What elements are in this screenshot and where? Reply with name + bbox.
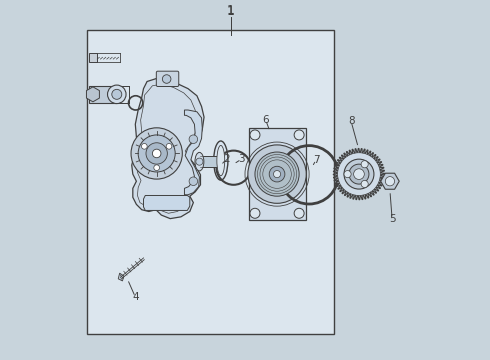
Polygon shape (184, 110, 202, 195)
Circle shape (361, 180, 368, 188)
Circle shape (294, 130, 304, 140)
Text: 3: 3 (238, 154, 245, 164)
Circle shape (112, 89, 122, 99)
FancyBboxPatch shape (89, 86, 116, 103)
Circle shape (338, 153, 380, 195)
Circle shape (344, 159, 374, 189)
Text: 1: 1 (227, 5, 235, 18)
Text: 7: 7 (313, 155, 319, 165)
Circle shape (154, 165, 160, 171)
Circle shape (361, 161, 368, 168)
Circle shape (269, 166, 285, 182)
Circle shape (107, 85, 126, 104)
Polygon shape (333, 148, 385, 200)
FancyBboxPatch shape (89, 53, 97, 62)
Circle shape (250, 208, 260, 218)
Circle shape (354, 169, 364, 179)
Circle shape (349, 164, 369, 184)
Circle shape (294, 208, 304, 218)
Text: 1: 1 (227, 4, 235, 17)
Text: 4: 4 (132, 292, 139, 302)
Polygon shape (144, 195, 190, 211)
Circle shape (152, 149, 161, 158)
Text: 6: 6 (262, 115, 269, 125)
Circle shape (255, 152, 299, 196)
Circle shape (162, 75, 171, 83)
Ellipse shape (195, 152, 204, 171)
Circle shape (273, 171, 281, 178)
Circle shape (189, 135, 197, 144)
Polygon shape (118, 273, 124, 281)
Text: 5: 5 (389, 213, 395, 224)
Ellipse shape (217, 145, 225, 176)
FancyBboxPatch shape (248, 128, 306, 220)
Circle shape (131, 128, 182, 179)
Circle shape (196, 158, 203, 165)
Circle shape (250, 130, 260, 140)
FancyBboxPatch shape (156, 71, 179, 86)
Text: 8: 8 (348, 116, 354, 126)
Circle shape (146, 143, 168, 164)
Circle shape (142, 144, 147, 149)
FancyBboxPatch shape (199, 156, 218, 167)
FancyBboxPatch shape (87, 30, 334, 334)
Circle shape (166, 144, 172, 149)
Circle shape (248, 145, 306, 203)
Polygon shape (132, 79, 204, 219)
Circle shape (138, 135, 175, 172)
Circle shape (385, 177, 394, 186)
Circle shape (344, 171, 351, 178)
Ellipse shape (214, 141, 228, 180)
Text: 2: 2 (223, 154, 230, 164)
Circle shape (189, 177, 197, 185)
